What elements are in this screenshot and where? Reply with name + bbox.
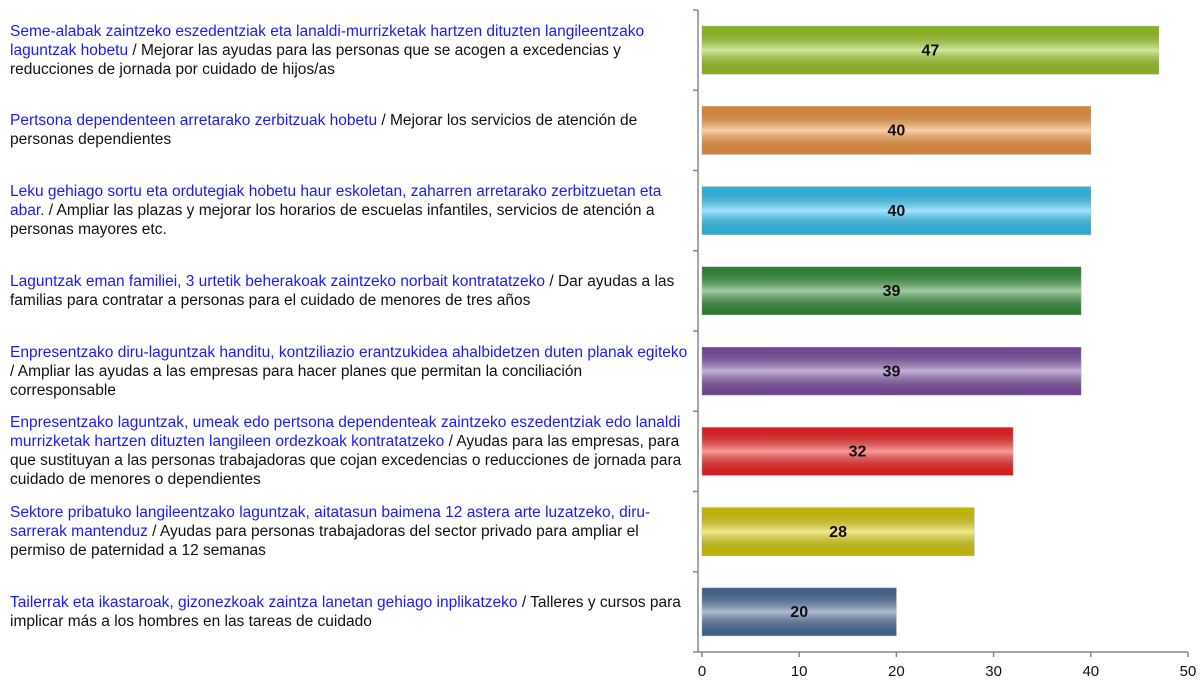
label-basque: Laguntzak eman familiei, 3 urtetik beher… <box>10 272 546 290</box>
category-text: Sektore pribatuko langileentzako laguntz… <box>10 503 690 560</box>
category-label: Enpresentzako laguntzak, umeak edo perts… <box>10 411 690 491</box>
bar-shine <box>702 186 1091 235</box>
label-spanish: / Ampliar las ayudas a las empresas para… <box>10 362 583 399</box>
label-spanish: / Ampliar las plazas y mejorar los horar… <box>10 202 655 238</box>
category-label: Tailerrak eta ikastaroak, gizonezkoak za… <box>10 572 690 652</box>
x-tick-label: 10 <box>791 663 808 680</box>
label-basque: Sektore pribatuko langileentzako laguntz… <box>10 504 651 540</box>
category-label: Seme-alabak zaintzeko eszedentziak eta l… <box>10 10 690 90</box>
x-tick-label: 0 <box>698 663 706 680</box>
category-text: Seme-alabak zaintzeko eszedentziak eta l… <box>10 22 690 79</box>
value-label: 39 <box>883 283 901 300</box>
bar-shine <box>702 587 897 636</box>
label-basque: Seme-alabak zaintzeko eszedentziak eta l… <box>10 22 645 59</box>
category-label: Leku gehiago sortu eta ordutegiak hobetu… <box>10 171 690 251</box>
x-tick-label: 50 <box>1180 663 1197 680</box>
bar-shine <box>702 266 1082 315</box>
label-spanish: / Mejorar los servicios de atención de p… <box>10 112 638 149</box>
label-basque: Pertsona dependenteen arretarako zerbitz… <box>10 112 378 130</box>
value-label: 47 <box>922 42 940 59</box>
category-text: Pertsona dependenteen arretarako zerbitz… <box>10 111 690 149</box>
category-text: Laguntzak eman familiei, 3 urtetik beher… <box>10 272 690 310</box>
label-basque: Enpresentzako diru-laguntzak handitu, ko… <box>10 343 688 361</box>
value-label: 39 <box>883 363 901 380</box>
label-spanish: / Ayudas para personas trabajadoras del … <box>10 523 639 559</box>
value-label: 40 <box>888 203 906 220</box>
bar-shine <box>702 26 1159 75</box>
value-label: 32 <box>849 444 867 461</box>
value-label: 20 <box>790 604 808 621</box>
category-text: Enpresentzako diru-laguntzak handitu, ko… <box>10 343 690 400</box>
bar-shine <box>702 106 1091 155</box>
label-spanish: / Talleres y cursos para implicar más a … <box>10 593 681 630</box>
label-basque: Tailerrak eta ikastaroak, gizonezkoak za… <box>10 593 518 611</box>
category-text: Leku gehiago sortu eta ordutegiak hobetu… <box>10 182 690 239</box>
bar-shine <box>702 507 975 556</box>
category-text: Tailerrak eta ikastaroak, gizonezkoak za… <box>10 593 690 631</box>
label-basque: Leku gehiago sortu eta ordutegiak hobetu… <box>10 183 662 219</box>
category-label: Laguntzak eman familiei, 3 urtetik beher… <box>10 251 690 331</box>
category-text: Enpresentzako laguntzak, umeak edo perts… <box>10 413 690 489</box>
label-spanish: / Mejorar las ayudas para las personas q… <box>10 41 621 78</box>
x-tick-label: 20 <box>888 663 905 680</box>
category-label: Pertsona dependenteen arretarako zerbitz… <box>10 90 690 170</box>
label-spanish: / Ayudas para las empresas, para que sus… <box>10 433 682 489</box>
label-spanish: / Dar ayudas a las familias para contrat… <box>10 272 675 309</box>
category-label: Enpresentzako diru-laguntzak handitu, ko… <box>10 331 690 411</box>
x-tick-label: 30 <box>985 663 1002 680</box>
category-labels: Seme-alabak zaintzeko eszedentziak eta l… <box>10 10 690 652</box>
bar-shine <box>702 347 1082 396</box>
bar-shine <box>702 427 1014 476</box>
category-label: Sektore pribatuko langileentzako laguntz… <box>10 492 690 572</box>
value-label: 28 <box>829 524 847 541</box>
value-label: 40 <box>888 123 906 140</box>
x-tick-label: 40 <box>1082 663 1099 680</box>
label-basque: Enpresentzako laguntzak, umeak edo perts… <box>10 414 681 451</box>
